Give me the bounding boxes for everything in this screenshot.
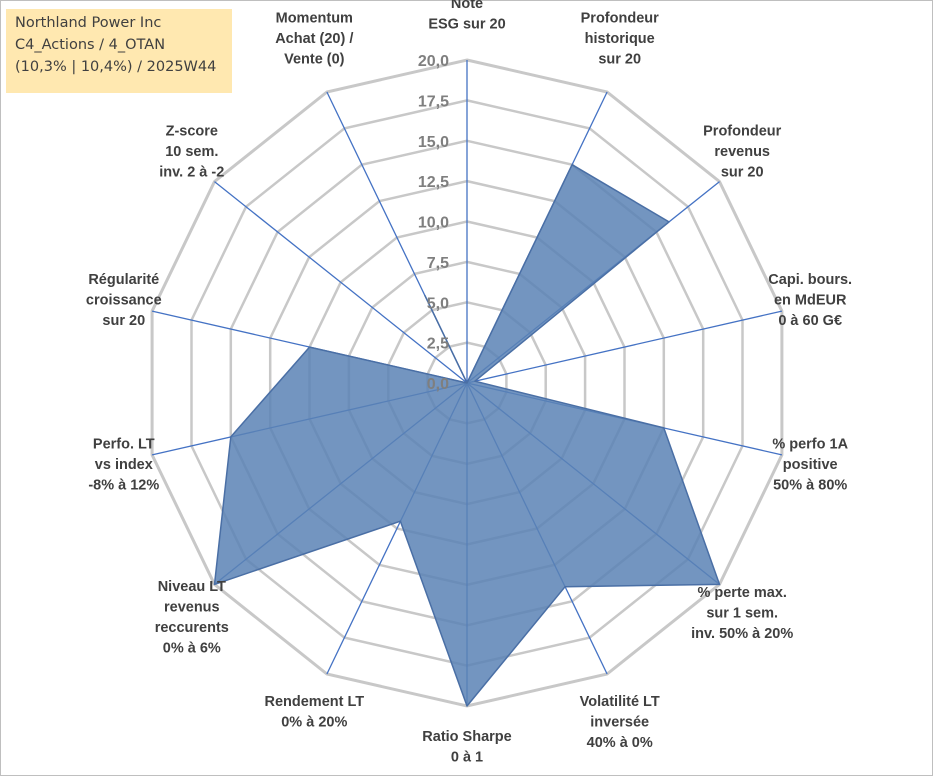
axis-label-line: revenus [714,144,770,160]
axis-label: Z-score 10 sem. inv. 2 à -2 [159,123,224,180]
tick-label: 20,0 [418,53,449,70]
axis-label: Régularité croissance sur 20 [86,272,162,329]
data-area-layer [213,163,721,707]
performance-week: (10,3% | 10,4%) / 2025W44 [15,59,217,75]
axis-label-line: sur 1 sem. [706,606,778,622]
axis-label-line: sur 20 [598,51,641,67]
axis-label: Niveau LT revenus reccurents 0% à 6% [155,579,229,657]
axis-label-line: Régularité [88,272,159,288]
radial-tick-labels: 0,0 2,5 5,0 7,5 10,0 12,5 15,0 17,5 20,0 [418,53,449,393]
info-box: Northland Power Inc C4_Actions / 4_OTAN … [6,9,232,93]
axis-label-line: sur 20 [102,313,145,329]
axis-label-line: Volatilité LT [580,694,660,710]
axis-label: Note ESG sur 20 [428,0,505,33]
axis-label-line: croissance [86,292,162,308]
axis-label-line: Rendement LT [264,694,364,710]
axis-label-line: ESG sur 20 [428,17,505,33]
axis-label-line: Note [451,0,483,12]
axis-label: % perte max. sur 1 sem. inv. 50% à 20% [691,585,793,642]
axis-label: Ratio Sharpe 0 à 1 [422,729,511,766]
axis-label-line: Ratio Sharpe [422,729,511,745]
axis-label-line: % perfo 1A [772,437,848,453]
axis-labels: Note ESG sur 20 Profondeur historique sur 20… [86,0,852,766]
data-area [213,163,721,707]
tick-label: 15,0 [418,134,449,151]
axis-label-line: Perfo. LT [93,437,155,453]
axis-label: Rendement LT 0% à 20% [264,694,364,731]
axis-label-line: Niveau LT [158,579,226,595]
axis-label-line: 0 à 60 G€ [778,313,842,329]
axis-label-line: Capi. bours. [768,272,852,288]
axis-label: Perfo. LT vs index -8% à 12% [88,437,159,494]
axis-label: % perfo 1A positive 50% à 80% [772,437,848,494]
axis-label-line: 0 à 1 [451,750,483,766]
axis-label-line: 40% à 0% [587,735,653,751]
tick-label: 10,0 [418,215,449,232]
axis-label-line: Z-score [166,123,218,139]
tick-label: 7,5 [427,255,449,272]
axis-label-line: en MdEUR [774,292,847,308]
axis-label-line: 50% à 80% [773,478,847,494]
tick-label: 0,0 [427,376,449,393]
axis-label-line: Momentum [276,10,353,26]
axis-spoke [214,181,468,384]
axis-label-line: 10 sem. [165,144,218,160]
axis-label-line: historique [585,31,655,47]
axis-label-line: Vente (0) [284,51,345,67]
axis-label: Profondeur historique sur 20 [581,10,659,67]
axis-label: Capi. bours. en MdEUR 0 à 60 G€ [768,272,852,329]
axis-label-line: inversée [590,715,649,731]
axis-label-line: 0% à 20% [281,715,347,731]
tick-label: 5,0 [427,295,449,312]
axis-label-line: positive [783,457,838,473]
axis-label-line: sur 20 [721,164,764,180]
tick-label: 17,5 [418,93,449,110]
tick-label: 12,5 [418,174,449,191]
portfolio-code: C4_Actions / 4_OTAN [15,37,166,53]
axis-spoke [466,310,783,384]
axis-label-line: Profondeur [581,10,659,26]
axis-label: Profondeur revenus sur 20 [703,123,781,180]
axis-label-line: Profondeur [703,123,781,139]
company-name: Northland Power Inc [15,15,162,31]
axis-label-line: Achat (20) / [275,31,353,47]
tick-label: 2,5 [427,336,449,353]
axis-label-line: reccurents [155,620,229,636]
axis-label-line: % perte max. [697,585,786,601]
axis-label-line: inv. 2 à -2 [159,164,224,180]
axis-label-line: -8% à 12% [88,478,159,494]
axis-label: Volatilité LT inversée 40% à 0% [580,694,660,751]
axis-label: Momentum Achat (20) / Vente (0) [275,10,353,67]
axis-label-line: vs index [95,457,153,473]
axis-label-line: inv. 50% à 20% [691,626,793,642]
axis-label-line: revenus [164,599,220,615]
axis-label-line: 0% à 6% [163,640,221,656]
